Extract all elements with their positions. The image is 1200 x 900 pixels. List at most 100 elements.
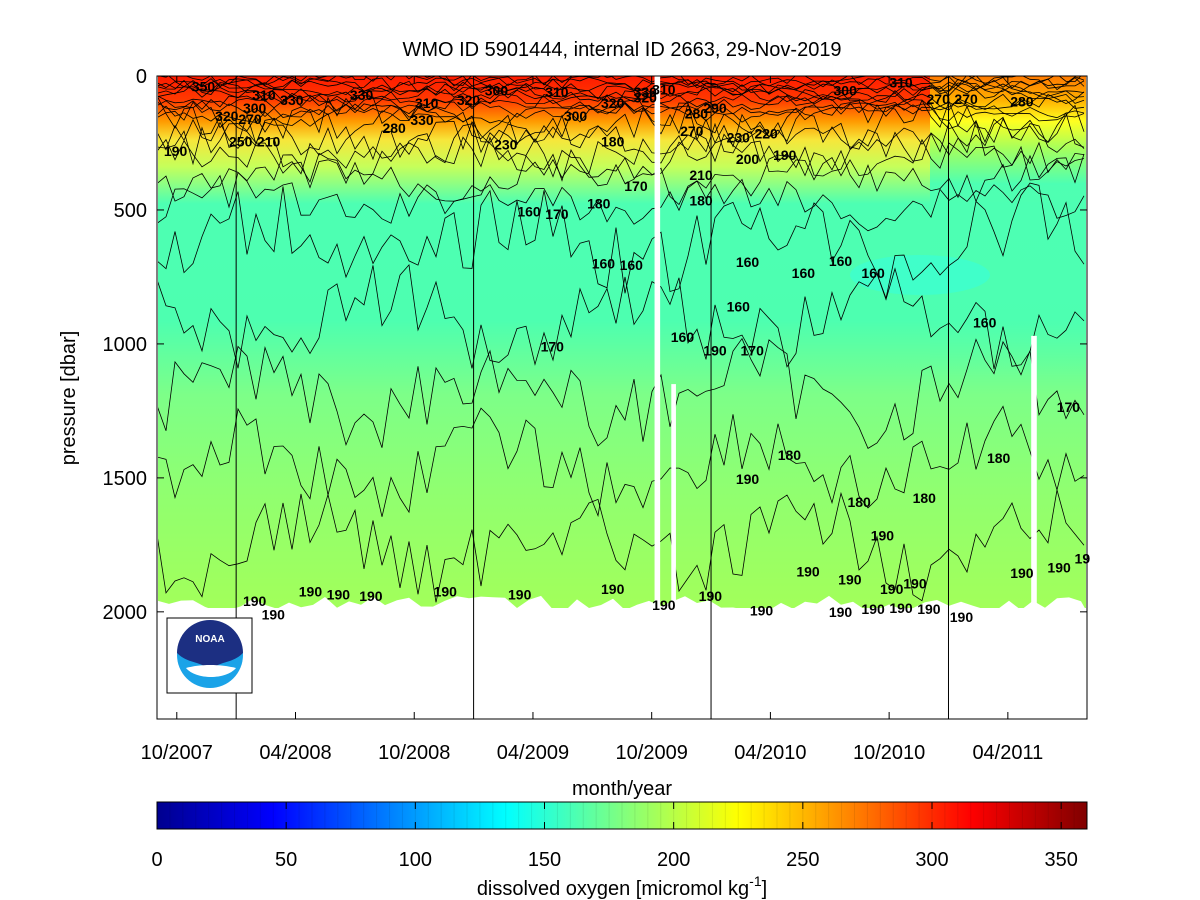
contour-label: 160	[861, 265, 885, 281]
noaa-logo: NOAA	[166, 617, 253, 694]
x-axis-label: month/year	[572, 778, 672, 800]
contour-label: 160	[671, 329, 695, 345]
contour-line	[158, 263, 1085, 370]
contour-label: 190	[773, 147, 797, 163]
contour-label: 160	[620, 257, 644, 273]
contour-label: 190	[699, 588, 723, 604]
logo-text: NOAA	[195, 634, 224, 645]
contour-label: 190	[164, 143, 188, 159]
x-axis: 10/2007 04/2008 10/2008 04/2009 10/2009 04/20…	[141, 76, 1043, 764]
contour-label: 220	[754, 126, 778, 142]
contour-label: 160	[792, 265, 816, 281]
contour-label: 310	[252, 87, 276, 103]
contour-label: 190	[243, 593, 267, 609]
bottom-data-edge	[158, 595, 1085, 608]
colorbar-tick-label: 250	[786, 849, 819, 871]
contour-label: 190	[508, 586, 532, 602]
colorbar-ticks: 0 50 100 150 200 250 300 350	[151, 802, 1078, 871]
contour-label: 190	[1010, 565, 1034, 581]
y-tick-label: 2000	[103, 602, 148, 624]
contour-label: 190	[262, 607, 286, 623]
colorbar: 0 50 100 150 200 250 300 350 dissolved oxygen […	[151, 801, 1088, 900]
data-gap	[654, 76, 661, 608]
contour-label: 190	[434, 584, 458, 600]
contour-label: 190	[601, 581, 625, 597]
contour-label: 310	[889, 75, 913, 91]
logo-wave-icon	[186, 665, 236, 677]
contour-label: 170	[545, 206, 569, 222]
colorbar-label: dissolved oxygen [micromol kg-1]	[477, 873, 767, 900]
contour-line	[168, 76, 1085, 92]
contour-label: 170	[741, 343, 765, 359]
contour-label: 190	[1047, 560, 1071, 576]
contour-label: 170	[541, 339, 565, 355]
contour-label: 190	[299, 584, 323, 600]
contour-label: 280	[685, 106, 709, 122]
x-tick-label: 04/2009	[497, 742, 569, 764]
contour-label: 280	[382, 120, 406, 136]
contour-label: 170	[624, 178, 648, 194]
low-oxygen-patch	[850, 255, 990, 295]
contour-label: 250	[229, 134, 253, 150]
contour-label: 270	[680, 123, 704, 139]
contour-label: 320	[634, 89, 658, 105]
colorbar-tick-label: 150	[528, 849, 561, 871]
contour-label: 190	[917, 601, 941, 617]
data-gaps	[654, 76, 1037, 608]
contour-line	[158, 85, 1085, 106]
contour-line	[158, 148, 1085, 206]
colorbar-tick-label: 0	[151, 849, 162, 871]
axes-frame	[156, 75, 1088, 720]
contour-line	[158, 76, 1085, 96]
contour-label: 180	[689, 193, 713, 209]
contour-line	[158, 107, 1085, 166]
contour-label: 230	[494, 136, 518, 152]
contour-line	[158, 489, 1085, 603]
contour-lines	[158, 76, 1085, 603]
contour-line	[158, 405, 1085, 518]
data-gap	[671, 384, 676, 608]
colorbar-label-main: dissolved oxygen [micromol kg	[477, 878, 749, 900]
contour-label: 160	[736, 254, 760, 270]
contour-label: 330	[280, 92, 304, 108]
y-axis: 0 500 1000 1500 2000	[103, 66, 1087, 624]
contour-label: 300	[834, 83, 858, 99]
contour-line	[158, 76, 1082, 89]
contour-label: 19	[1075, 550, 1091, 566]
oxygen-field-2011	[930, 76, 1086, 376]
contour-label: 300	[564, 108, 588, 124]
contour-line	[158, 93, 1085, 115]
contour-label: 190	[950, 609, 974, 625]
contour-label: 190	[327, 586, 351, 602]
y-tick-label: 0	[136, 66, 147, 88]
contour-label: 190	[736, 471, 760, 487]
contour-line	[158, 337, 1085, 449]
contour-label: 180	[913, 490, 937, 506]
contour-label: 310	[415, 95, 439, 111]
x-tick-label: 10/2009	[616, 742, 688, 764]
contour-label: 160	[592, 256, 616, 272]
chart-title: WMO ID 5901444, internal ID 2663, 29-Nov…	[402, 39, 841, 61]
contour-label: 170	[1057, 399, 1081, 415]
contour-label: 310	[545, 84, 569, 100]
contour-line	[158, 82, 1085, 102]
colorbar-label-close: ]	[762, 878, 768, 900]
colorbar-frame	[156, 801, 1088, 830]
contour-label: 160	[973, 314, 997, 330]
contour-line	[158, 118, 1085, 178]
contour-label: 190	[796, 564, 820, 580]
x-tick-label: 10/2010	[853, 742, 925, 764]
contour-label: 160	[727, 298, 751, 314]
x-tick-label: 10/2008	[378, 742, 450, 764]
contour-label: 330	[350, 87, 374, 103]
contour-label: 210	[689, 167, 713, 183]
contour-line	[158, 171, 1085, 232]
colorbar-tick-label: 350	[1044, 849, 1077, 871]
colorbar-tick-label: 200	[657, 849, 690, 871]
x-tick-label: 04/2010	[734, 742, 806, 764]
contour-label: 320	[457, 92, 481, 108]
contour-label: 180	[847, 494, 871, 510]
y-tick-label: 1500	[103, 468, 148, 490]
